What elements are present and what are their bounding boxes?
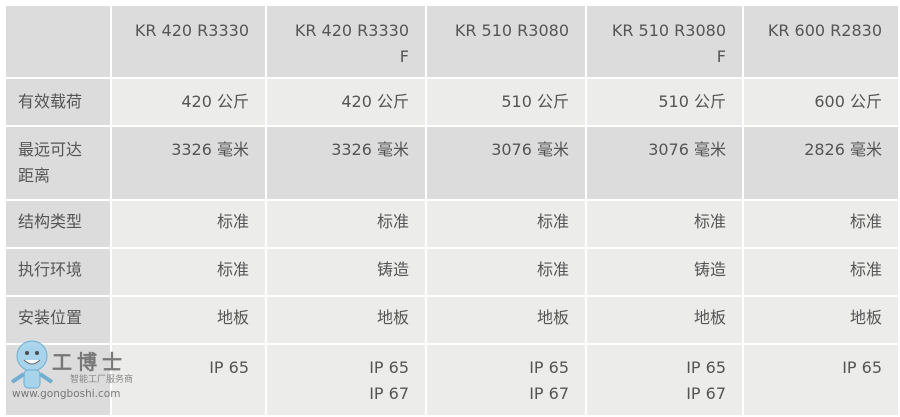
table-cell: IP 65 IP 67: [427, 345, 585, 415]
table-cell: 标准: [112, 201, 265, 247]
table-cell: 2826 毫米: [744, 127, 898, 199]
watermark-brand: 工博士: [52, 350, 127, 374]
watermark-logo: 工博士 智能工厂服务商 www.gongboshi.com: [8, 334, 138, 406]
table-cell: 3076 毫米: [587, 127, 742, 199]
table-cell: 铸造: [587, 249, 742, 295]
row-label: 安装位置: [6, 297, 110, 343]
corner-cell: [6, 6, 110, 77]
column-header: KR 510 R3080 F: [587, 6, 742, 77]
specs-table: KR 420 R3330 KR 420 R3330 F KR 510 R3080 …: [4, 4, 900, 417]
table-row: 结构类型 标准 标准 标准 标准 标准: [6, 201, 898, 247]
table-cell: 标准: [744, 201, 898, 247]
table-cell: IP 65: [744, 345, 898, 415]
table-row: 安装位置 地板 地板 地板 地板 地板: [6, 297, 898, 343]
table-cell: 510 公斤: [587, 79, 742, 125]
mascot-icon: [10, 340, 54, 389]
column-header: KR 420 R3330: [112, 6, 265, 77]
table-cell: 510 公斤: [427, 79, 585, 125]
column-header: KR 510 R3080: [427, 6, 585, 77]
table-cell: 标准: [267, 201, 425, 247]
table-cell: 3076 毫米: [427, 127, 585, 199]
table-cell: 420 公斤: [267, 79, 425, 125]
table-row: 执行环境 标准 铸造 标准 铸造 标准: [6, 249, 898, 295]
row-label: 结构类型: [6, 201, 110, 247]
table-cell: 地板: [267, 297, 425, 343]
table-cell: 标准: [427, 201, 585, 247]
row-label: 最远可达距离: [6, 127, 110, 199]
table-cell: IP 65 IP 67: [267, 345, 425, 415]
table-row: 有效载荷 420 公斤 420 公斤 510 公斤 510 公斤 600 公斤: [6, 79, 898, 125]
table-cell: 标准: [587, 201, 742, 247]
table-cell: 地板: [744, 297, 898, 343]
table-cell: 地板: [112, 297, 265, 343]
row-label: 执行环境: [6, 249, 110, 295]
column-header: KR 420 R3330 F: [267, 6, 425, 77]
table-cell: 地板: [587, 297, 742, 343]
table-cell: 标准: [744, 249, 898, 295]
table-cell: IP 65: [112, 345, 265, 415]
header-row: KR 420 R3330 KR 420 R3330 F KR 510 R3080 …: [6, 6, 898, 77]
table-row: 最远可达距离 3326 毫米 3326 毫米 3076 毫米 3076 毫米 2…: [6, 127, 898, 199]
table-cell: 地板: [427, 297, 585, 343]
row-label: 有效载荷: [6, 79, 110, 125]
table-cell: 标准: [112, 249, 265, 295]
table-cell: 标准: [427, 249, 585, 295]
column-header: KR 600 R2830: [744, 6, 898, 77]
table-cell: 420 公斤: [112, 79, 265, 125]
table-cell: 3326 毫米: [267, 127, 425, 199]
watermark-url: www.gongboshi.com: [12, 388, 121, 400]
table-cell: 600 公斤: [744, 79, 898, 125]
table-cell: 3326 毫米: [112, 127, 265, 199]
table-cell: 铸造: [267, 249, 425, 295]
watermark-tagline: 智能工厂服务商: [70, 375, 134, 385]
table-cell: IP 65 IP 67: [587, 345, 742, 415]
